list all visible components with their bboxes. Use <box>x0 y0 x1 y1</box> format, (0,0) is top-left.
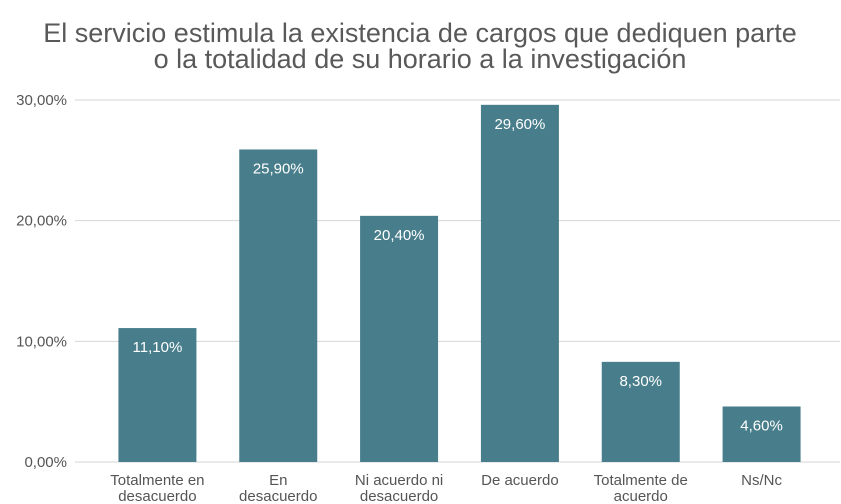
chart-title: El servicio estimula la existencia de ca… <box>43 18 796 74</box>
bar <box>601 361 680 462</box>
bar <box>480 104 559 463</box>
y-tick-label: 20,00% <box>16 213 67 230</box>
bar <box>360 215 439 462</box>
bar <box>722 406 801 462</box>
data-label: 20,40% <box>374 227 425 244</box>
y-tick-label: 10,00% <box>16 333 67 350</box>
x-tick-label: Totalmente en desacuerdo <box>110 472 204 504</box>
y-tick-label: 0,00% <box>24 454 67 471</box>
x-tick-label: En desacuerdo <box>239 472 317 504</box>
x-tick-label: Totalmente de acuerdo <box>594 472 688 504</box>
y-tick-label: 30,00% <box>16 92 67 109</box>
data-label: 25,90% <box>253 160 304 177</box>
data-label: 11,10% <box>133 339 183 356</box>
bar <box>239 149 318 462</box>
bar <box>118 328 197 462</box>
x-tick-label: Ns/Nc <box>741 472 782 489</box>
x-tick-label: De acuerdo <box>481 472 559 489</box>
data-label: 29,60% <box>494 116 545 133</box>
data-label: 8,30% <box>619 373 662 390</box>
data-label: 4,60% <box>740 417 783 434</box>
x-tick-label: Ni acuerdo ni desacuerdo <box>355 472 443 504</box>
